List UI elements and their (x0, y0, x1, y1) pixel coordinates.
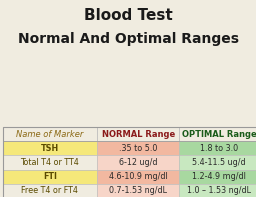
Bar (97, 141, 179, 155)
Text: FTI: FTI (43, 172, 57, 181)
Text: TSH: TSH (41, 144, 59, 153)
Bar (179, 155, 256, 170)
Text: Total T4 or TT4: Total T4 or TT4 (20, 158, 79, 167)
Bar (3, 141, 97, 155)
Text: Name of Marker: Name of Marker (16, 130, 84, 139)
Text: OPTIMAL Range: OPTIMAL Range (182, 130, 256, 139)
Text: Blood Test: Blood Test (84, 8, 172, 23)
Text: 1.0 – 1.53 ng/dL: 1.0 – 1.53 ng/dL (187, 186, 251, 195)
Text: Free T4 or FT4: Free T4 or FT4 (22, 186, 78, 195)
Bar (179, 141, 256, 155)
Text: 4.6-10.9 mg/dl: 4.6-10.9 mg/dl (109, 172, 168, 181)
Text: 0.7-1.53 ng/dL: 0.7-1.53 ng/dL (109, 186, 167, 195)
Text: Normal And Optimal Ranges: Normal And Optimal Ranges (17, 32, 239, 46)
Bar (97, 170, 179, 184)
Text: .35 to 5.0: .35 to 5.0 (119, 144, 157, 153)
Bar (3, 127, 256, 197)
Bar (97, 127, 179, 141)
Text: 1.8 to 3.0: 1.8 to 3.0 (200, 144, 238, 153)
Bar (97, 155, 179, 170)
Bar (3, 184, 97, 197)
Bar (3, 127, 97, 141)
Bar (179, 170, 256, 184)
Bar (97, 184, 179, 197)
Bar (179, 184, 256, 197)
Text: 1.2-4.9 mg/dl: 1.2-4.9 mg/dl (192, 172, 246, 181)
Text: 6-12 ug/d: 6-12 ug/d (119, 158, 157, 167)
Bar (179, 127, 256, 141)
Text: 5.4-11.5 ug/d: 5.4-11.5 ug/d (192, 158, 246, 167)
Text: NORMAL Range: NORMAL Range (102, 130, 175, 139)
Bar (3, 170, 97, 184)
Bar (3, 155, 97, 170)
